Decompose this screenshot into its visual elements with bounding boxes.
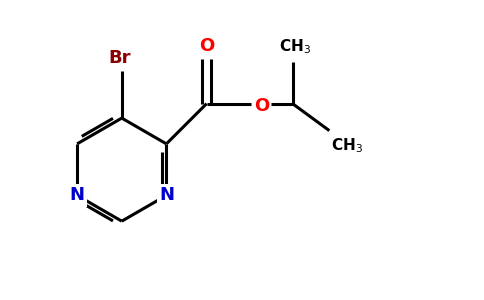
- Text: N: N: [70, 186, 85, 204]
- Text: O: O: [199, 37, 214, 55]
- Text: Br: Br: [108, 49, 131, 67]
- Text: O: O: [254, 97, 269, 115]
- Text: N: N: [159, 186, 174, 204]
- Text: CH$_3$: CH$_3$: [279, 37, 311, 56]
- Text: CH$_3$: CH$_3$: [331, 136, 363, 155]
